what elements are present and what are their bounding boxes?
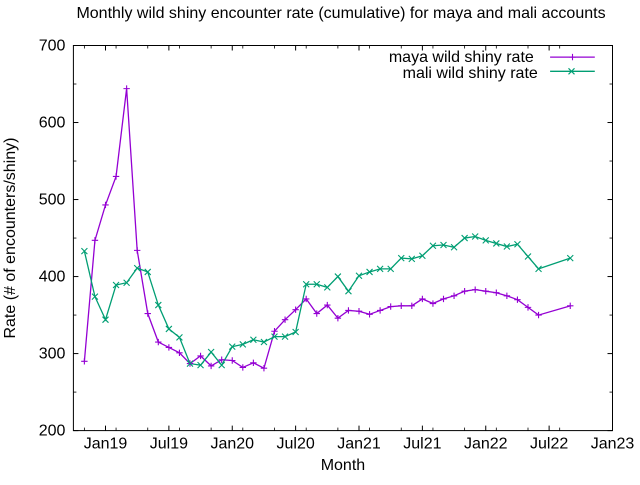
svg-text:Jan21: Jan21 — [337, 436, 381, 453]
svg-text:Jan19: Jan19 — [84, 436, 128, 453]
svg-text:Rate (# of encounters/shiny): Rate (# of encounters/shiny) — [2, 138, 19, 339]
svg-text:200: 200 — [39, 423, 66, 440]
svg-text:Jul22: Jul22 — [530, 436, 568, 453]
svg-text:Monthly wild shiny encounter r: Monthly wild shiny encounter rate (cumul… — [76, 5, 605, 22]
svg-text:300: 300 — [39, 346, 66, 363]
svg-text:mali wild shiny rate: mali wild shiny rate — [403, 65, 538, 82]
svg-text:700: 700 — [39, 38, 66, 55]
svg-text:Jul21: Jul21 — [403, 436, 441, 453]
svg-text:Month: Month — [321, 457, 365, 474]
svg-text:600: 600 — [39, 115, 66, 132]
svg-text:Jan20: Jan20 — [210, 436, 254, 453]
svg-text:Jul19: Jul19 — [150, 436, 188, 453]
svg-text:Jan23: Jan23 — [591, 436, 635, 453]
svg-text:maya wild shiny rate: maya wild shiny rate — [389, 49, 534, 66]
svg-text:Jan22: Jan22 — [464, 436, 508, 453]
svg-text:Jul20: Jul20 — [276, 436, 314, 453]
svg-text:400: 400 — [39, 269, 66, 286]
svg-text:500: 500 — [39, 192, 66, 209]
